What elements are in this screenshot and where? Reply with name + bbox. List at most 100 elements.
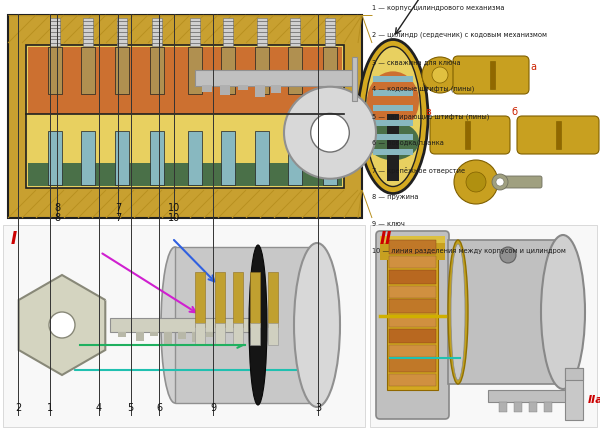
Bar bbox=[3, 225, 365, 427]
Bar bbox=[250, 323, 260, 345]
Bar bbox=[164, 332, 172, 344]
Bar bbox=[238, 85, 248, 90]
Bar bbox=[221, 132, 235, 185]
Bar bbox=[150, 332, 158, 336]
Circle shape bbox=[496, 178, 504, 186]
Text: 6: 6 bbox=[156, 403, 162, 413]
Bar bbox=[373, 105, 413, 111]
Ellipse shape bbox=[448, 240, 468, 384]
Bar bbox=[325, 18, 335, 46]
Circle shape bbox=[49, 312, 75, 338]
Bar bbox=[233, 272, 243, 327]
Bar bbox=[178, 332, 186, 339]
Bar bbox=[389, 270, 436, 283]
Text: 1 — корпус цилиндрового механизма: 1 — корпус цилиндрового механизма bbox=[372, 5, 505, 11]
Bar bbox=[389, 358, 436, 372]
Text: а: а bbox=[530, 62, 536, 72]
Bar bbox=[202, 85, 212, 92]
Bar bbox=[175, 247, 312, 403]
Bar bbox=[250, 272, 260, 327]
Text: 5: 5 bbox=[128, 403, 134, 413]
Bar bbox=[488, 390, 583, 402]
Bar bbox=[150, 47, 164, 94]
Text: 7: 7 bbox=[115, 213, 121, 223]
Bar bbox=[268, 323, 278, 345]
Bar bbox=[389, 315, 436, 327]
Text: 10: 10 bbox=[168, 213, 180, 223]
Bar bbox=[117, 18, 127, 46]
Bar bbox=[221, 47, 235, 94]
Bar bbox=[255, 85, 265, 97]
Bar bbox=[195, 272, 205, 327]
Bar bbox=[544, 402, 552, 412]
Bar bbox=[110, 318, 265, 332]
Bar bbox=[81, 47, 95, 94]
Ellipse shape bbox=[367, 71, 419, 131]
Bar bbox=[152, 18, 162, 46]
Ellipse shape bbox=[294, 243, 340, 407]
Bar bbox=[188, 132, 202, 185]
Bar bbox=[389, 329, 436, 343]
Text: 7 — крепёжное отверстие: 7 — крепёжное отверстие bbox=[372, 167, 465, 174]
Bar bbox=[255, 47, 269, 94]
Bar bbox=[150, 132, 164, 185]
Text: 2: 2 bbox=[15, 403, 21, 413]
Bar bbox=[206, 332, 214, 337]
Bar bbox=[380, 240, 445, 260]
Bar bbox=[195, 323, 205, 345]
Polygon shape bbox=[19, 275, 106, 375]
Bar bbox=[389, 240, 436, 254]
Bar bbox=[115, 132, 129, 185]
Bar bbox=[288, 47, 302, 94]
Text: 6 — поводка/планка: 6 — поводка/планка bbox=[372, 140, 444, 146]
Text: б: б bbox=[512, 107, 518, 117]
Bar bbox=[81, 132, 95, 185]
Text: в: в bbox=[425, 107, 431, 117]
Bar bbox=[83, 18, 93, 46]
Text: 3: 3 bbox=[315, 403, 321, 413]
Text: 4 — кодовые штифты (пины): 4 — кодовые штифты (пины) bbox=[372, 86, 475, 92]
Circle shape bbox=[454, 160, 498, 204]
Bar bbox=[288, 132, 302, 185]
Ellipse shape bbox=[358, 40, 428, 194]
Text: 10 — линия разделения между корпусом и цилиндром: 10 — линия разделения между корпусом и ц… bbox=[372, 248, 566, 254]
Circle shape bbox=[432, 67, 448, 83]
Bar bbox=[268, 272, 278, 327]
Bar bbox=[323, 47, 337, 94]
Bar bbox=[195, 70, 352, 86]
Bar bbox=[215, 323, 225, 345]
Bar bbox=[448, 240, 560, 384]
Bar bbox=[565, 368, 583, 380]
Ellipse shape bbox=[451, 244, 465, 380]
Bar bbox=[223, 18, 233, 46]
FancyBboxPatch shape bbox=[430, 116, 510, 154]
Bar bbox=[373, 149, 413, 155]
Ellipse shape bbox=[541, 235, 585, 389]
Bar bbox=[389, 286, 436, 298]
Bar bbox=[323, 132, 337, 185]
Text: 1: 1 bbox=[47, 403, 53, 413]
Circle shape bbox=[422, 57, 458, 93]
Bar bbox=[215, 272, 225, 327]
Bar bbox=[490, 61, 495, 89]
Bar bbox=[389, 344, 436, 356]
Bar bbox=[529, 402, 537, 412]
Text: 9 — ключ: 9 — ключ bbox=[372, 221, 405, 227]
Ellipse shape bbox=[161, 247, 189, 403]
FancyBboxPatch shape bbox=[498, 176, 542, 188]
Text: 9: 9 bbox=[210, 403, 216, 413]
FancyBboxPatch shape bbox=[517, 116, 599, 154]
Bar bbox=[387, 114, 399, 181]
Bar bbox=[48, 132, 62, 185]
Bar bbox=[220, 85, 230, 95]
Circle shape bbox=[492, 174, 508, 190]
Bar bbox=[373, 90, 413, 96]
Bar bbox=[190, 18, 200, 46]
Circle shape bbox=[284, 87, 376, 179]
Text: 8: 8 bbox=[54, 213, 60, 223]
Bar bbox=[188, 47, 202, 94]
Bar bbox=[255, 132, 269, 185]
Text: 8 — пружина: 8 — пружина bbox=[372, 194, 419, 200]
Ellipse shape bbox=[249, 245, 267, 405]
Bar bbox=[28, 47, 342, 114]
